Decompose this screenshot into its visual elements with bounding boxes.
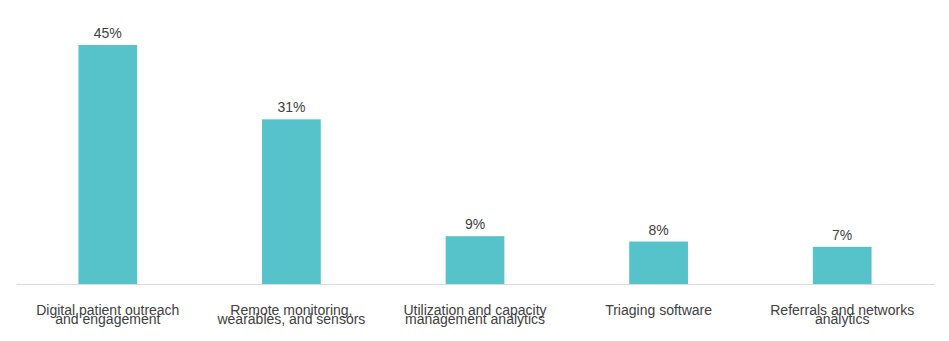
bar <box>78 45 137 284</box>
x-tick-label: Referrals and networksanalytics <box>770 302 914 327</box>
data-label: 31% <box>277 99 305 115</box>
x-axis-line <box>17 284 935 285</box>
x-axis: Digital patient outreachand engagement Re… <box>17 285 935 328</box>
data-label: 9% <box>465 216 485 232</box>
x-tick: Referrals and networksanalytics <box>770 302 914 327</box>
x-tick-label: Digital patient outreachand engagement <box>36 302 179 327</box>
data-labels: 45% 31% 9% 8% 7% <box>94 25 853 243</box>
x-tick-label: Remote monitoring,wearables, and sensors <box>216 302 365 327</box>
bar <box>813 247 872 284</box>
bar <box>446 236 505 284</box>
data-label: 45% <box>94 25 122 41</box>
bar <box>262 119 321 284</box>
data-label: 7% <box>832 227 852 243</box>
x-tick-label: Utilization and capacitymanagement analy… <box>403 302 546 327</box>
chart-svg: Digital patient outreachand engagement Re… <box>0 0 949 341</box>
bar <box>629 242 688 284</box>
x-tick-label-line: and engagement <box>55 311 160 327</box>
x-tick: Triaging software <box>605 302 712 318</box>
x-tick: Digital patient outreachand engagement <box>36 302 179 327</box>
x-tick-label-line: management analytics <box>405 311 545 327</box>
bars <box>78 45 871 284</box>
x-tick-label: Triaging software <box>605 302 712 318</box>
chart-container: Digital patient outreachand engagement Re… <box>0 0 949 341</box>
x-tick-label-line: Triaging software <box>605 302 712 318</box>
x-tick: Remote monitoring,wearables, and sensors <box>216 302 365 327</box>
x-tick-label-line: analytics <box>815 311 869 327</box>
data-label: 8% <box>648 222 668 238</box>
x-tick-label-line: wearables, and sensors <box>216 311 365 327</box>
x-tick: Utilization and capacitymanagement analy… <box>403 302 546 327</box>
